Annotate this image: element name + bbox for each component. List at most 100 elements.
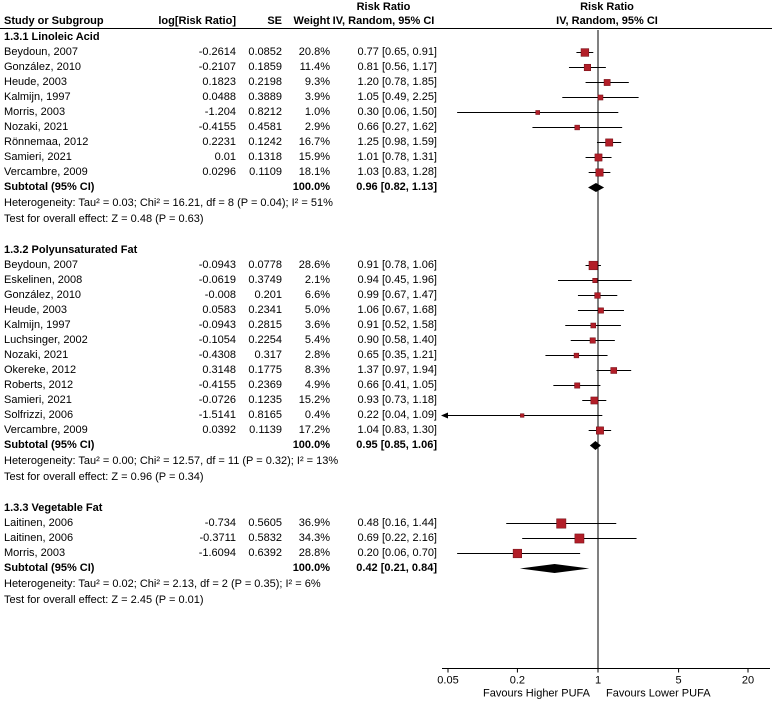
study-risk-ratio-ci: 0.91 [0.78, 1.06] — [357, 259, 437, 271]
study-log-risk-ratio: -0.4155 — [198, 121, 236, 133]
study-se: 0.0778 — [248, 259, 282, 271]
subtotal-row: Subtotal (95% CI) 100.0% 0.95 [0.85, 1.06] — [0, 438, 772, 453]
study-log-risk-ratio: 0.2231 — [202, 136, 236, 148]
study-risk-ratio-ci: 0.20 [0.06, 0.70] — [357, 547, 437, 559]
study-se: 0.2815 — [248, 319, 282, 331]
study-name: Samieri, 2021 — [4, 394, 72, 406]
study-weight: 36.9% — [298, 517, 330, 529]
group-spacer — [0, 227, 772, 243]
header-row-2: Study or Subgroup log[Risk Ratio] SE Wei… — [0, 14, 772, 28]
study-log-risk-ratio: -0.1054 — [198, 334, 236, 346]
subtotal-weight: 100.0% — [292, 439, 330, 451]
overall-effect-note: Test for overall effect: Z = 0.48 (P = 0… — [4, 213, 204, 225]
study-name: Beydoun, 2007 — [4, 46, 79, 58]
subtotal-label: Subtotal (95% CI) — [4, 181, 95, 193]
study-name: Solfrizzi, 2006 — [4, 409, 74, 421]
study-weight: 34.3% — [298, 532, 330, 544]
study-risk-ratio-ci: 0.81 [0.56, 1.17] — [357, 61, 437, 73]
study-se: 0.317 — [254, 349, 282, 361]
study-row: Heude, 2003 0.0583 0.2341 5.0% 1.06 [0.67, 1… — [0, 303, 772, 318]
study-name: González, 2010 — [4, 61, 82, 73]
effect-column-title: Risk Ratio — [356, 1, 411, 13]
study-name: Nozaki, 2021 — [4, 349, 69, 361]
study-se: 0.201 — [254, 289, 282, 301]
study-se: 0.3889 — [248, 91, 282, 103]
study-risk-ratio-ci: 0.22 [0.04, 1.09] — [357, 409, 437, 421]
study-risk-ratio-ci: 1.20 [0.78, 1.85] — [357, 76, 437, 88]
study-log-risk-ratio: -0.4308 — [198, 349, 236, 361]
study-log-risk-ratio: -0.0943 — [198, 259, 236, 271]
study-weight: 5.0% — [304, 304, 330, 316]
study-weight: 5.4% — [304, 334, 330, 346]
study-risk-ratio-ci: 1.01 [0.78, 1.31] — [357, 151, 437, 163]
study-row: Vercambre, 2009 0.0392 0.1139 17.2% 1.04 [0.… — [0, 423, 772, 438]
study-row: Samieri, 2021 -0.0726 0.1235 15.2% 0.93 [0.7… — [0, 393, 772, 408]
study-name: Laitinen, 2006 — [4, 517, 74, 529]
study-risk-ratio-ci: 0.90 [0.58, 1.40] — [357, 334, 437, 346]
study-risk-ratio-ci: 0.66 [0.27, 1.62] — [357, 121, 437, 133]
study-log-risk-ratio: -1.5141 — [198, 409, 236, 421]
study-se: 0.2341 — [248, 304, 282, 316]
study-name: Kalmijn, 1997 — [4, 319, 71, 331]
study-row: Kalmijn, 1997 -0.0943 0.2815 3.6% 0.91 [0.52… — [0, 318, 772, 333]
study-row: Luchsinger, 2002 -0.1054 0.2254 5.4% 0.90 [0… — [0, 333, 772, 348]
header-spacer-study — [0, 0, 138, 14]
study-row: Nozaki, 2021 -0.4155 0.4581 2.9% 0.66 [0.27,… — [0, 120, 772, 135]
study-se: 0.2369 — [248, 379, 282, 391]
study-risk-ratio-ci: 0.91 [0.52, 1.58] — [357, 319, 437, 331]
subtotal-log-blank — [138, 180, 236, 195]
study-risk-ratio-ci: 0.30 [0.06, 1.50] — [357, 106, 437, 118]
heterogeneity-note: Heterogeneity: Tau² = 0.02; Chi² = 2.13,… — [4, 578, 321, 590]
col-header-weight: Weight — [293, 15, 330, 27]
study-weight: 2.9% — [304, 121, 330, 133]
study-risk-ratio-ci: 1.03 [0.83, 1.28] — [357, 166, 437, 178]
study-se: 0.1775 — [248, 364, 282, 376]
subtotal-risk-ratio-ci: 0.96 [0.82, 1.13] — [356, 181, 437, 193]
study-name: Roberts, 2012 — [4, 379, 74, 391]
col-header-study: Study or Subgroup — [4, 15, 104, 27]
study-log-risk-ratio: -0.734 — [204, 517, 236, 529]
study-row: Samieri, 2021 0.01 0.1318 15.9% 1.01 [0.78, … — [0, 150, 772, 165]
study-log-risk-ratio: -0.2107 — [198, 61, 236, 73]
study-se: 0.5605 — [248, 517, 282, 529]
study-weight: 28.6% — [298, 259, 330, 271]
study-name: Kalmijn, 1997 — [4, 91, 71, 103]
study-se: 0.1318 — [248, 151, 282, 163]
subtotal-weight: 100.0% — [292, 181, 330, 193]
study-row: González, 2010 -0.008 0.201 6.6% 0.99 [0.67,… — [0, 288, 772, 303]
study-name: Morris, 2003 — [4, 547, 66, 559]
study-name: González, 2010 — [4, 289, 82, 301]
study-se: 0.0852 — [248, 46, 282, 58]
study-risk-ratio-ci: 1.04 [0.83, 1.30] — [357, 424, 437, 436]
header-row-1: Risk Ratio Risk Ratio — [0, 0, 772, 14]
study-name: Morris, 2003 — [4, 106, 66, 118]
subtotal-row: Subtotal (95% CI) 100.0% 0.96 [0.82, 1.13] — [0, 180, 772, 195]
study-risk-ratio-ci: 0.93 [0.73, 1.18] — [357, 394, 437, 406]
study-weight: 20.8% — [298, 46, 330, 58]
study-weight: 15.9% — [298, 151, 330, 163]
study-name: Beydoun, 2007 — [4, 259, 79, 271]
group-spacer — [0, 608, 772, 624]
subgroup-title: 1.3.3 Vegetable Fat — [4, 502, 103, 514]
study-se: 0.1859 — [248, 61, 282, 73]
study-row: Morris, 2003 -1.6094 0.6392 28.8% 0.20 [0.06… — [0, 546, 772, 561]
study-log-risk-ratio: -0.0726 — [198, 394, 236, 406]
study-se: 0.2254 — [248, 334, 282, 346]
study-risk-ratio-ci: 1.25 [0.98, 1.59] — [357, 136, 437, 148]
study-log-risk-ratio: 0.0583 — [202, 304, 236, 316]
study-name: Heude, 2003 — [4, 304, 67, 316]
study-log-risk-ratio: 0.0392 — [202, 424, 236, 436]
subtotal-log-blank — [138, 438, 236, 453]
subtotal-row: Subtotal (95% CI) 100.0% 0.42 [0.21, 0.84] — [0, 561, 772, 576]
subtotal-risk-ratio-ci: 0.95 [0.85, 1.06] — [356, 439, 437, 451]
subtotal-se-blank — [236, 438, 282, 453]
study-row: Vercambre, 2009 0.0296 0.1109 18.1% 1.03 [0.… — [0, 165, 772, 180]
study-se: 0.8165 — [248, 409, 282, 421]
header-spacer-se — [236, 0, 282, 14]
study-log-risk-ratio: -0.2614 — [198, 46, 236, 58]
study-weight: 16.7% — [298, 136, 330, 148]
study-risk-ratio-ci: 1.37 [0.97, 1.94] — [357, 364, 437, 376]
subtotal-se-blank — [236, 180, 282, 195]
heterogeneity-note: Heterogeneity: Tau² = 0.00; Chi² = 12.57… — [4, 455, 339, 467]
